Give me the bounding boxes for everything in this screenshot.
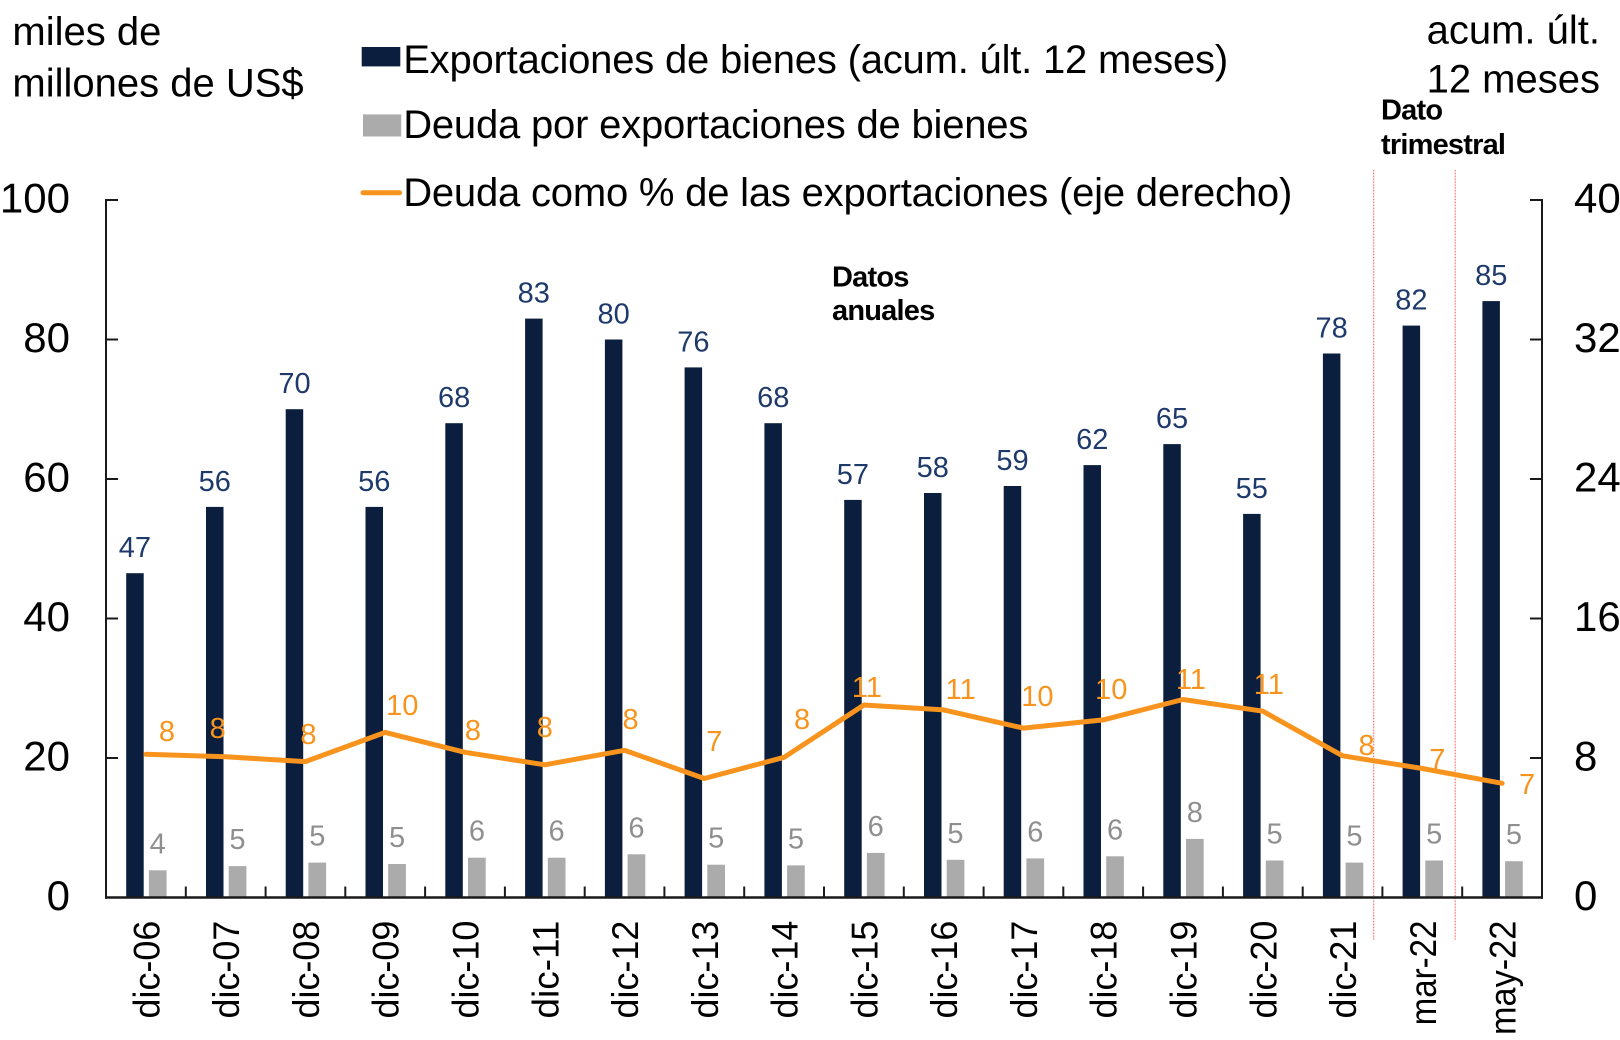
svg-text:6: 6 [628, 812, 644, 844]
svg-text:11: 11 [852, 672, 882, 704]
svg-text:dic-20: dic-20 [1243, 921, 1284, 1019]
svg-text:85: 85 [1475, 260, 1507, 292]
svg-text:6: 6 [868, 811, 884, 843]
svg-text:8: 8 [465, 715, 481, 747]
svg-text:5: 5 [389, 822, 405, 854]
svg-text:7: 7 [1519, 769, 1535, 801]
svg-text:8: 8 [300, 719, 316, 751]
svg-text:47: 47 [119, 532, 151, 564]
svg-text:dic-09: dic-09 [366, 921, 407, 1019]
svg-text:68: 68 [438, 382, 470, 414]
svg-text:0: 0 [47, 872, 70, 919]
svg-text:6: 6 [549, 816, 565, 848]
svg-text:10: 10 [1095, 674, 1127, 706]
svg-text:60: 60 [23, 454, 70, 501]
svg-text:20: 20 [23, 733, 70, 780]
svg-text:Datos: Datos [832, 261, 909, 293]
svg-text:8: 8 [1574, 733, 1597, 780]
svg-text:millones de US$: millones de US$ [12, 62, 303, 106]
svg-text:trimestral: trimestral [1381, 129, 1505, 161]
svg-text:12 meses: 12 meses [1427, 58, 1600, 102]
svg-text:78: 78 [1315, 313, 1347, 345]
svg-text:5: 5 [708, 823, 724, 855]
svg-text:5: 5 [1346, 821, 1362, 853]
svg-text:56: 56 [199, 466, 231, 498]
svg-text:anuales: anuales [832, 295, 934, 327]
svg-text:11: 11 [1176, 664, 1206, 696]
svg-text:80: 80 [23, 314, 70, 361]
svg-text:100: 100 [0, 175, 70, 222]
svg-text:acum. últ.: acum. últ. [1427, 9, 1600, 53]
svg-text:dic-07: dic-07 [206, 921, 247, 1019]
svg-text:7: 7 [706, 726, 722, 758]
svg-text:40: 40 [1574, 175, 1620, 222]
svg-text:10: 10 [386, 690, 418, 722]
svg-text:11: 11 [946, 674, 976, 706]
svg-text:dic-14: dic-14 [765, 921, 806, 1019]
svg-text:0: 0 [1574, 872, 1597, 919]
svg-text:5: 5 [229, 824, 245, 856]
svg-text:56: 56 [358, 466, 390, 498]
svg-text:Deuda como % de las exportacio: Deuda como % de las exportaciones (eje d… [403, 171, 1292, 215]
svg-text:dic-17: dic-17 [1004, 921, 1045, 1019]
svg-text:5: 5 [309, 821, 325, 853]
svg-text:76: 76 [677, 326, 709, 358]
svg-text:80: 80 [597, 299, 629, 331]
svg-text:5: 5 [1267, 819, 1283, 851]
svg-text:59: 59 [996, 445, 1028, 477]
svg-text:6: 6 [1027, 816, 1043, 848]
svg-text:Dato: Dato [1381, 95, 1442, 127]
svg-text:6: 6 [1107, 814, 1123, 846]
svg-text:5: 5 [788, 823, 804, 855]
svg-text:Exportaciones de bienes (acum.: Exportaciones de bienes (acum. últ. 12 m… [403, 38, 1228, 82]
svg-text:40: 40 [23, 593, 70, 640]
svg-text:57: 57 [837, 459, 869, 491]
svg-text:82: 82 [1395, 285, 1427, 317]
svg-text:may-22: may-22 [1483, 921, 1524, 1035]
svg-text:8: 8 [794, 704, 810, 736]
svg-text:62: 62 [1076, 424, 1108, 456]
svg-text:16: 16 [1574, 593, 1620, 640]
svg-text:11: 11 [1254, 669, 1284, 701]
svg-text:6: 6 [469, 816, 485, 848]
svg-text:dic-06: dic-06 [126, 921, 167, 1019]
svg-text:8: 8 [210, 713, 226, 745]
svg-text:dic-13: dic-13 [685, 921, 726, 1019]
svg-text:65: 65 [1156, 403, 1188, 435]
svg-text:5: 5 [1506, 819, 1522, 851]
svg-text:dic-21: dic-21 [1323, 921, 1364, 1019]
svg-text:58: 58 [917, 452, 949, 484]
svg-text:dic-12: dic-12 [605, 921, 646, 1019]
svg-text:dic-18: dic-18 [1084, 921, 1125, 1019]
svg-text:5: 5 [1426, 819, 1442, 851]
svg-text:dic-16: dic-16 [924, 921, 965, 1019]
svg-text:7: 7 [1429, 744, 1445, 776]
svg-text:miles de: miles de [12, 10, 161, 54]
svg-text:8: 8 [159, 716, 175, 748]
svg-text:10: 10 [1021, 681, 1053, 713]
svg-text:68: 68 [757, 382, 789, 414]
svg-text:mar-22: mar-22 [1403, 921, 1444, 1025]
svg-text:dic-19: dic-19 [1164, 921, 1205, 1019]
svg-text:5: 5 [947, 818, 963, 850]
svg-text:32: 32 [1574, 314, 1620, 361]
svg-text:8: 8 [1359, 730, 1375, 762]
svg-text:70: 70 [278, 368, 310, 400]
svg-text:55: 55 [1236, 473, 1268, 505]
svg-text:24: 24 [1574, 454, 1620, 501]
svg-text:8: 8 [623, 704, 639, 736]
svg-text:dic-08: dic-08 [286, 921, 327, 1019]
svg-text:dic-11: dic-11 [525, 921, 566, 1019]
svg-text:83: 83 [518, 278, 550, 310]
svg-text:8: 8 [537, 712, 553, 744]
svg-text:dic-15: dic-15 [844, 921, 885, 1019]
svg-text:dic-10: dic-10 [446, 921, 487, 1019]
svg-text:8: 8 [1187, 797, 1203, 829]
svg-text:4: 4 [150, 828, 166, 860]
svg-text:Deuda por exportaciones de bie: Deuda por exportaciones de bienes [403, 103, 1028, 147]
